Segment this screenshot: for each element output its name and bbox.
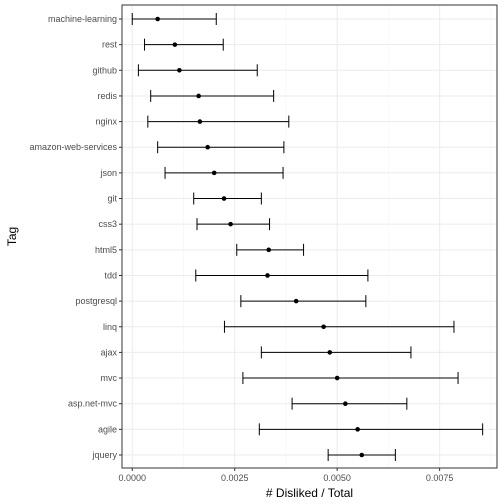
y-tick-label: github: [92, 65, 117, 75]
point-redis: [196, 93, 201, 99]
point-asp.net-mvc: [343, 401, 348, 407]
y-tick-label: mvc: [101, 373, 118, 383]
point-ajax: [327, 350, 333, 355]
y-tick-label: amazon-web-services: [29, 142, 117, 152]
panel-border: [121, 4, 498, 469]
point-json: [211, 170, 217, 176]
x-tick-label: 0.0075: [426, 473, 454, 483]
y-tick-label: jquery: [91, 450, 117, 460]
y-tick-label: json: [99, 168, 117, 178]
y-tick-label: agile: [98, 424, 117, 434]
y-tick-label: css3: [98, 219, 117, 229]
point-machine-learning: [155, 16, 160, 22]
point-nginx: [197, 119, 203, 124]
errorbar-postgresql: [240, 295, 367, 308]
grid: [122, 5, 497, 468]
errorbar-jquery: [327, 449, 396, 461]
y-tick-label: rest: [102, 40, 118, 50]
errorbar-tdd: [195, 269, 369, 282]
errorbar-github: [137, 64, 258, 77]
y-tick-label: git: [107, 194, 117, 204]
errorbar-css3: [196, 218, 271, 231]
x-tick-label: 0.0050: [323, 473, 351, 483]
y-axis: machine-learning rest github redis nginx amaz…: [29, 14, 122, 460]
errorbar-agile: [258, 423, 484, 436]
y-axis-title: Tag: [5, 227, 19, 246]
point-github: [177, 67, 182, 73]
errorbar-amazon-web-services: [157, 141, 285, 154]
errorbar-git: [193, 192, 262, 205]
y-tick-label: nginx: [95, 117, 117, 127]
point-agile: [355, 427, 360, 432]
point-git: [221, 196, 227, 201]
point-tdd: [265, 273, 270, 278]
y-tick-label: tdd: [104, 270, 117, 280]
errorbar-json: [164, 166, 284, 179]
errorbar-nginx: [147, 115, 290, 128]
point-jquery: [359, 452, 365, 458]
errorbar-machine-learning: [131, 13, 217, 25]
y-tick-label: redis: [97, 91, 117, 101]
y-tick-label: postgresql: [75, 296, 117, 306]
y-tick-label: linq: [103, 322, 117, 332]
errorbar-redis: [150, 89, 275, 102]
y-tick-label: machine-learning: [48, 14, 117, 24]
point-html5: [266, 247, 272, 253]
plot-marks: [131, 13, 484, 461]
errorbar-rest: [144, 38, 224, 51]
x-axis-title: # Disliked / Total: [266, 486, 353, 500]
y-tick-label: html5: [95, 245, 117, 255]
point-linq: [321, 324, 326, 330]
x-tick-label: 0.0000: [118, 473, 146, 483]
point-postgresql: [293, 298, 299, 304]
point-mvc: [334, 375, 340, 381]
errorbar-ajax: [260, 346, 412, 359]
errorbar-asp.net-mvc: [291, 397, 408, 410]
point-rest: [172, 42, 178, 47]
y-tick-label: asp.net-mvc: [68, 399, 118, 409]
x-axis: 0.0000 0.0025 0.0050 0.0075: [118, 468, 453, 483]
point-amazon-web-services: [205, 144, 210, 150]
point-css3: [228, 221, 233, 227]
x-tick-label: 0.0025: [221, 473, 249, 483]
errorbar-html5: [236, 243, 305, 256]
y-tick-label: ajax: [100, 347, 117, 357]
errorbar-mvc: [242, 372, 459, 385]
errorbar-linq: [223, 320, 455, 333]
